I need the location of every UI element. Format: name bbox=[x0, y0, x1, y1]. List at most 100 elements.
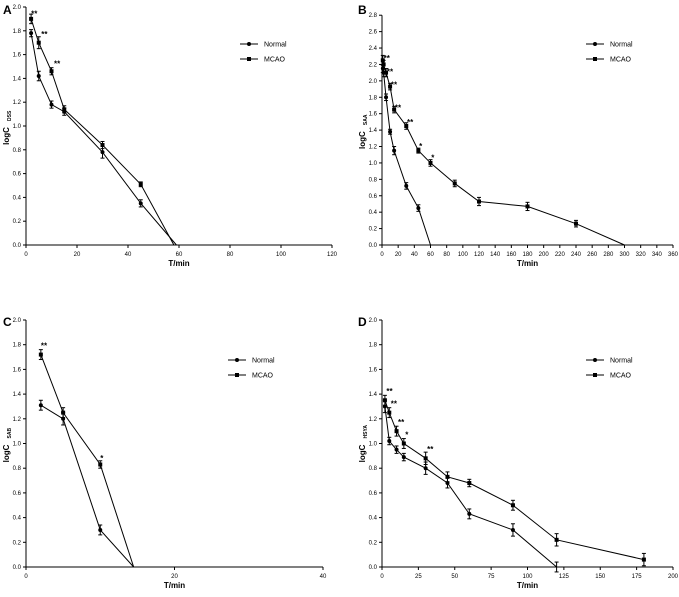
legend-label: Normal bbox=[264, 42, 287, 49]
x-axis-title: T/min bbox=[164, 581, 185, 590]
data-point bbox=[387, 439, 392, 444]
data-point bbox=[38, 352, 43, 357]
data-point bbox=[404, 183, 409, 188]
y-axis-title: logC HSYA bbox=[358, 425, 369, 463]
data-point bbox=[452, 181, 457, 186]
y-tick-label: 0.6 bbox=[369, 194, 378, 200]
y-tick-label: 0.6 bbox=[369, 491, 378, 497]
y-tick-label: 2.0 bbox=[369, 318, 378, 324]
y-tick-label: 0.6 bbox=[13, 491, 22, 497]
y-tick-label: 1.8 bbox=[369, 343, 378, 349]
legend-label: MCAO bbox=[610, 373, 632, 380]
data-point bbox=[641, 557, 646, 562]
x-tick-label: 200 bbox=[539, 252, 550, 258]
y-tick-label: 2.6 bbox=[369, 30, 378, 36]
y-tick-label: 1.2 bbox=[369, 145, 378, 151]
y-axis-title-main: logC bbox=[358, 131, 367, 149]
x-tick-label: 160 bbox=[506, 252, 517, 258]
legend-entry-normal: Normal bbox=[586, 42, 633, 49]
x-tick-label: 60 bbox=[176, 252, 183, 258]
data-point bbox=[477, 199, 481, 204]
legend-marker bbox=[235, 358, 239, 362]
x-tick-label: 360 bbox=[668, 252, 679, 258]
legend-marker bbox=[235, 373, 239, 377]
x-tick-label: 80 bbox=[443, 252, 450, 258]
series-line bbox=[40, 354, 135, 568]
y-tick-label: 2.0 bbox=[13, 5, 22, 11]
data-point bbox=[382, 398, 387, 403]
y-tick-label: 0.2 bbox=[369, 540, 378, 546]
significance-marker: ** bbox=[391, 399, 398, 408]
series-line bbox=[384, 400, 645, 561]
series-mcao bbox=[380, 54, 625, 246]
significance-marker: * bbox=[100, 454, 104, 463]
series-mcao bbox=[382, 394, 646, 567]
data-point bbox=[423, 466, 428, 471]
x-tick-label: 200 bbox=[668, 574, 679, 580]
x-tick-label: 0 bbox=[380, 574, 384, 580]
y-tick-label: 1.4 bbox=[13, 76, 22, 82]
y-tick-label: 0.8 bbox=[13, 466, 22, 472]
panel-b: 0.0 0.2 0.4 0.6 0.8 1.0 1.2 1.4 1.6 1.8 2.0 2.2 2.4 2… bbox=[358, 3, 679, 268]
x-tick-label: 50 bbox=[451, 574, 458, 580]
y-tick-label: 0.4 bbox=[13, 516, 22, 522]
panel-d: 0.0 0.2 0.4 0.6 0.8 1.0 1.2 1.4 1.6 1.8 2.0 0 25 50 75… bbox=[358, 315, 679, 590]
significance-marker: ** bbox=[41, 341, 48, 350]
y-tick-label: 0.0 bbox=[13, 243, 22, 249]
y-axis-title-main: logC bbox=[2, 444, 11, 462]
panel-c: 0.0 0.2 0.4 0.6 0.8 1.0 1.2 1.4 1.6 1.8 2.0 0 20 40 T/… bbox=[2, 315, 327, 590]
y-axis-title-sub: HSYA bbox=[363, 425, 369, 439]
y-axis-title-main: logC bbox=[2, 127, 11, 145]
data-point bbox=[554, 537, 559, 542]
significance-marker: ** bbox=[384, 54, 391, 63]
significance-marker: ** bbox=[395, 103, 402, 112]
x-tick-label: 150 bbox=[595, 574, 606, 580]
y-tick-label: 1.6 bbox=[13, 53, 22, 59]
x-tick-label: 25 bbox=[415, 574, 422, 580]
series-normal bbox=[29, 29, 177, 246]
panel-label: B bbox=[358, 3, 367, 17]
significance-marker: ** bbox=[54, 60, 61, 69]
data-point bbox=[416, 206, 421, 211]
significance-marker: ** bbox=[386, 387, 393, 396]
legend-entry-normal: Normal bbox=[586, 358, 633, 365]
data-point bbox=[388, 84, 393, 89]
legend-marker bbox=[593, 373, 597, 377]
x-tick-label: 320 bbox=[636, 252, 647, 258]
data-point bbox=[384, 70, 389, 75]
data-point bbox=[29, 16, 34, 21]
y-tick-label: 1.4 bbox=[13, 392, 22, 398]
data-point bbox=[428, 160, 433, 165]
x-tick-label: 0 bbox=[24, 252, 28, 258]
x-tick-label: 100 bbox=[458, 252, 469, 258]
y-tick-label: 2.8 bbox=[369, 13, 378, 19]
data-point bbox=[138, 182, 143, 187]
legend-marker bbox=[593, 57, 597, 61]
legend-entry-mcao: MCAO bbox=[586, 57, 632, 64]
series-line bbox=[30, 33, 177, 246]
x-tick-label: 100 bbox=[522, 574, 533, 580]
x-tick-label: 280 bbox=[603, 252, 614, 258]
y-tick-label: 2.4 bbox=[369, 46, 378, 52]
legend-label: Normal bbox=[252, 358, 275, 365]
legend-entry-mcao: MCAO bbox=[240, 57, 286, 64]
data-point bbox=[98, 462, 103, 467]
x-tick-label: 80 bbox=[227, 252, 234, 258]
x-tick-label: 0 bbox=[380, 252, 384, 258]
x-axis-title: T/min bbox=[168, 259, 189, 268]
data-point bbox=[61, 410, 66, 415]
series-line bbox=[40, 404, 135, 568]
x-tick-label: 340 bbox=[652, 252, 663, 258]
y-tick-label: 1.8 bbox=[13, 29, 22, 35]
y-axis-title: logC DSS bbox=[2, 110, 13, 145]
data-point bbox=[36, 74, 41, 79]
data-point bbox=[36, 40, 41, 45]
x-tick-label: 20 bbox=[395, 252, 402, 258]
x-tick-label: 40 bbox=[411, 252, 418, 258]
y-tick-label: 1.6 bbox=[369, 112, 378, 118]
y-tick-label: 1.2 bbox=[13, 417, 22, 423]
significance-marker: ** bbox=[407, 118, 414, 127]
y-axis-title-sub: SAB bbox=[7, 428, 13, 439]
y-tick-label: 0.8 bbox=[369, 466, 378, 472]
data-point bbox=[445, 474, 450, 479]
